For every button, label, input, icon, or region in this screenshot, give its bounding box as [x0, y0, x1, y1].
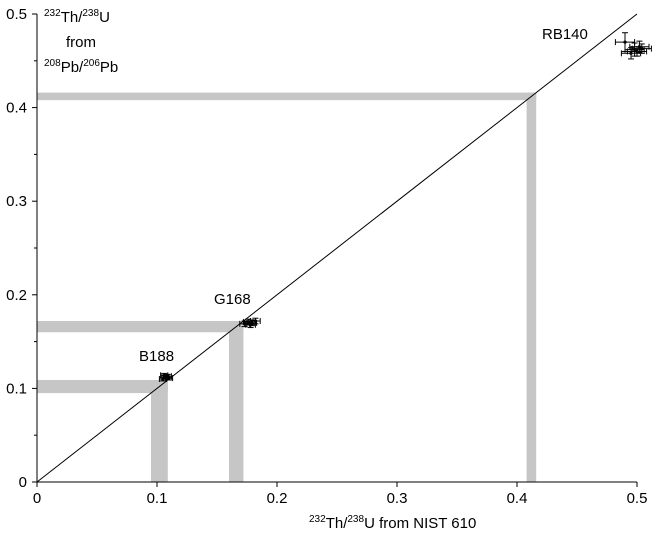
band-horizontal-0: [37, 379, 168, 394]
band-vertical-1: [229, 321, 244, 482]
svg-text:from: from: [66, 34, 96, 51]
reference-line: [36, 13, 638, 483]
svg-text:208Pb/206Pb: 208Pb/206Pb: [44, 58, 118, 76]
group-label-g168: G168: [214, 291, 251, 308]
group-label-rb140: RB140: [542, 26, 588, 43]
data-point: [249, 323, 253, 327]
band-vertical-0: [151, 379, 168, 482]
x-tick-label: 0.3: [387, 490, 408, 507]
axes: 0 0.1 0.2 0.3 0.4 0.5 0 0.1 0.2 0.3 0.4 0.5: [6, 6, 647, 507]
data-point: [635, 49, 639, 54]
x-tick-label: 0.1: [147, 490, 168, 507]
y-tick-label: 0.5: [6, 6, 27, 23]
reference-bands: [37, 92, 537, 483]
data-point: [167, 376, 171, 380]
y-tick-label: 0.3: [6, 193, 27, 210]
y-tick-label: 0.1: [6, 380, 27, 397]
data-point: [623, 40, 627, 44]
x-axis-title: 232Th/238U from NIST 610: [309, 514, 476, 532]
svg-text:232Th/238U: 232Th/238U: [44, 8, 110, 26]
band-horizontal-2: [37, 92, 537, 101]
band-horizontal-1: [37, 321, 244, 333]
x-tick-label: 0: [33, 490, 41, 507]
y-axis-title: 232Th/238U from 208Pb/206Pb: [44, 8, 118, 76]
data-point: [253, 319, 257, 323]
x-tick-label: 0.2: [267, 490, 288, 507]
y-tick-label: 0.4: [6, 100, 27, 117]
x-tick-label: 0.4: [507, 490, 528, 507]
data-points: [158, 32, 652, 383]
data-point: [640, 47, 644, 51]
y-tick-label: 0: [19, 474, 27, 491]
group-label-b188: B188: [139, 348, 174, 365]
y-tick-label: 0.2: [6, 287, 27, 304]
data-point: [629, 51, 633, 55]
band-vertical-2: [526, 92, 537, 483]
group-labels: B188 G168 RB140: [139, 26, 588, 365]
one-to-one-line: [36, 13, 638, 483]
x-tick-label: 0.5: [627, 490, 648, 507]
